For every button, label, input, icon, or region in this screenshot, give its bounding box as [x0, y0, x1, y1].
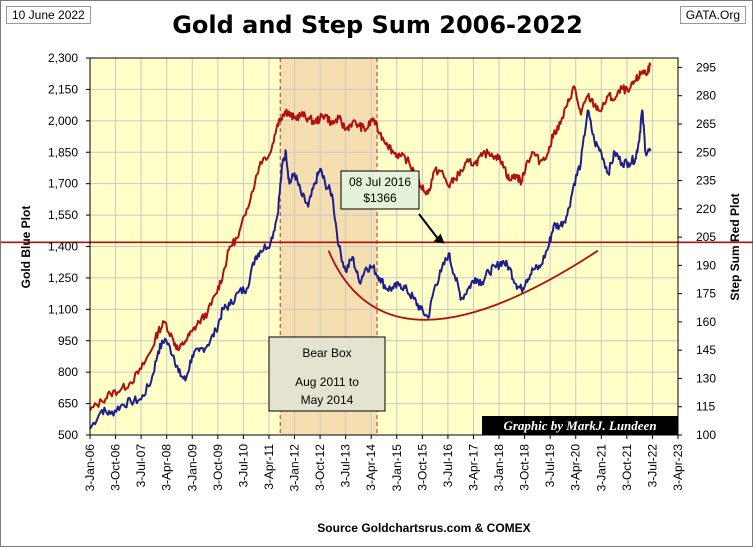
right-tick-label: 235 [696, 174, 716, 188]
x-tick-label: 3-Oct-15 [415, 444, 429, 491]
right-tick-label: 160 [696, 315, 716, 329]
x-tick-label: 3-Jul-16 [441, 444, 455, 488]
left-tick-label: 650 [58, 397, 78, 411]
right-tick-label: 115 [696, 400, 715, 414]
x-tick-label: 3-Oct-06 [109, 444, 123, 491]
right-axis-label: Step Sum Red Plot [728, 193, 742, 300]
credit-bg [482, 416, 678, 435]
credit-text: Graphic by MarkJ. Lundeen [503, 418, 656, 433]
annotation-box [340, 170, 420, 210]
date-label: 10 June 2022 [6, 6, 91, 24]
left-tick-label: 2,300 [48, 51, 78, 65]
x-tick-label: 3-Jan-12 [288, 444, 302, 492]
x-tick-label: 3-Jul-22 [645, 444, 659, 488]
bear-box-line2: Aug 2011 to [295, 375, 359, 389]
x-tick-label: 3-Jan-09 [185, 444, 199, 492]
x-tick-label: 3-Jan-21 [594, 444, 608, 492]
trend-curve [327, 249, 599, 321]
left-tick-label: 1,550 [48, 208, 78, 222]
right-axis-ticks: 100 115 130 145 160 175 190 205 220 235 250 265 280 2… [678, 60, 716, 442]
x-tick-label: 3-Apr-23 [671, 444, 685, 491]
x-tick-label: 3-Apr-11 [262, 444, 276, 490]
x-tick-label: 3-Jul-13 [339, 444, 353, 488]
left-axis-label: Gold Blue Plot [19, 206, 33, 289]
x-tick-label: 3-Jan-18 [492, 444, 506, 492]
right-tick-label: 130 [696, 371, 716, 385]
annotation-arrowhead [433, 233, 445, 244]
right-tick-label: 280 [696, 89, 716, 103]
site-label: GATA.Org [679, 6, 746, 24]
right-tick-label: 205 [696, 230, 716, 244]
x-tick-label: 3-Jul-19 [543, 444, 557, 488]
x-axis-ticks: 3-Jan-06 3-Oct-06 3-Jul-07 3-Apr-08 3-Jan-09… [83, 435, 685, 491]
right-tick-label: 295 [696, 60, 716, 74]
left-tick-label: 1,700 [48, 177, 78, 191]
bear-box-label: Bear Box Aug 2011 to May 2014 [268, 336, 386, 412]
price-annotation: 08 Jul 2016 $1366 [340, 170, 445, 244]
x-tick-label: 3-Jan-15 [390, 444, 404, 492]
left-tick-label: 1,850 [48, 145, 78, 159]
left-tick-label: 2,000 [48, 114, 78, 128]
x-tick-label: 3-Apr-14 [364, 444, 378, 491]
right-tick-label: 100 [696, 428, 716, 442]
x-tick-label: 3-Oct-09 [211, 444, 225, 491]
step-sum-series-line [89, 62, 652, 411]
source-note: Source Goldchartsrus.com & COMEX [317, 521, 530, 535]
bear-box-line3: May 2014 [301, 393, 354, 407]
x-tick-label: 3-Apr-20 [569, 444, 583, 491]
x-tick-label: 3-Jul-10 [236, 444, 250, 488]
x-tick-label: 3-Oct-21 [620, 444, 634, 491]
left-axis-ticks: 500 650 800 950 1,100 1,250 1,400 1,550 1,700 1,8… [48, 51, 90, 442]
left-tick-label: 2,150 [48, 82, 78, 96]
x-tick-label: 3-Oct-18 [518, 444, 532, 491]
x-tick-label: 3-Oct-12 [313, 444, 327, 491]
right-tick-label: 250 [696, 145, 716, 159]
chart-title: Gold and Step Sum 2006-2022 [172, 11, 583, 39]
right-tick-label: 265 [696, 117, 716, 131]
bear-box-line1: Bear Box [302, 346, 351, 360]
bear-box-label-bg [268, 336, 386, 412]
right-tick-label: 175 [696, 287, 716, 301]
x-tick-label: 3-Jul-07 [134, 444, 148, 488]
credit-label: Graphic by MarkJ. Lundeen [482, 416, 678, 435]
left-tick-label: 950 [58, 334, 78, 348]
left-tick-label: 500 [58, 428, 78, 442]
right-tick-label: 190 [696, 258, 716, 272]
x-tick-label: 3-Apr-08 [160, 444, 174, 491]
right-tick-label: 145 [696, 343, 716, 357]
left-tick-label: 1,100 [48, 302, 78, 316]
annotation-price: $1366 [363, 191, 397, 205]
x-tick-label: 3-Jan-06 [83, 444, 97, 492]
x-tick-label: 3-Apr-17 [466, 444, 480, 491]
left-tick-label: 1,400 [48, 240, 78, 254]
left-tick-label: 1,250 [48, 271, 78, 285]
left-tick-label: 800 [58, 365, 78, 379]
gold-series-line [89, 109, 652, 430]
right-tick-label: 220 [696, 202, 716, 216]
annotation-date: 08 Jul 2016 [349, 175, 411, 189]
annotation-arrow [418, 213, 440, 241]
